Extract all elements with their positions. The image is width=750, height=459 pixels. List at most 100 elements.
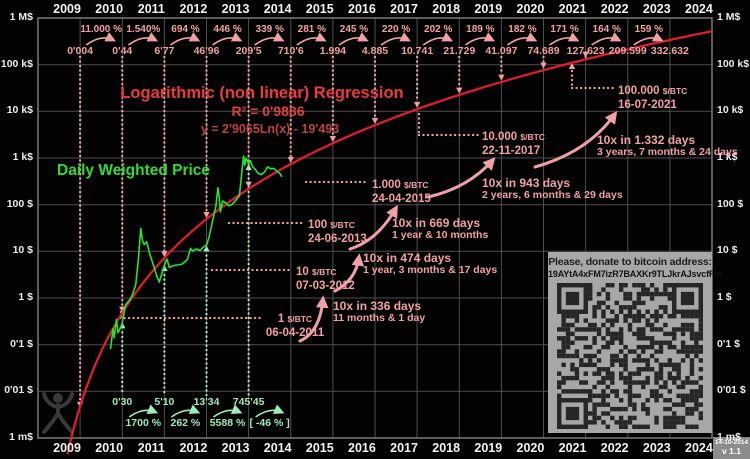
growth-pct-label: 1.540% bbox=[126, 24, 161, 35]
growth-pct-label: 202 % bbox=[424, 24, 453, 35]
y-axis-label-right: 1 $ bbox=[717, 291, 732, 303]
x-axis-year-top: 2014 bbox=[263, 2, 292, 16]
milestone-connectors bbox=[118, 63, 616, 321]
price-growth-pct: 5588 % bbox=[209, 417, 246, 429]
regression-year-value: 209'5 bbox=[235, 45, 262, 57]
price-year-value: 5'10 bbox=[154, 396, 175, 408]
x-axis-year-bottom: 2015 bbox=[305, 441, 334, 455]
y-axis-label-right: 100 k$ bbox=[717, 57, 750, 70]
regression-equation: y = 2'9065Ln(x) - 19'493 bbox=[200, 122, 340, 136]
x-axis-year-top: 2024 bbox=[685, 2, 713, 16]
growth-pct-label: 245 % bbox=[339, 24, 369, 35]
regression-year-value: 41.097 bbox=[485, 45, 518, 57]
growth-pct-label: 339 % bbox=[255, 24, 284, 35]
donation-message: Please, donate to bitcoin address: bbox=[548, 256, 712, 268]
price-curve bbox=[109, 155, 283, 350]
growth-pct-label: 182 % bbox=[508, 24, 537, 35]
x-axis-year-bottom: 2014 bbox=[263, 441, 292, 455]
x-axis-year-bottom: 2010 bbox=[95, 441, 124, 455]
x-axis-year-top: 2009 bbox=[53, 2, 81, 16]
tenx-arrows bbox=[298, 110, 618, 343]
y-axis-label-left: 1 $ bbox=[18, 291, 33, 303]
x-axis-year-bottom: 2019 bbox=[474, 441, 503, 455]
x-axis-year-bottom: 2020 bbox=[516, 441, 545, 455]
regression-year-value: 0'44 bbox=[112, 45, 133, 57]
donation-panel: Please, donate to bitcoin address: 19AYt… bbox=[548, 252, 723, 433]
y-axis-label-right: 100 $ bbox=[717, 197, 744, 210]
tenx-annotation: 10x in 669 days 1 year & 10 months bbox=[392, 216, 489, 241]
regression-year-value: 710'6 bbox=[277, 45, 304, 57]
tenx-annotation: 10x in 336 days 11 months & 1 day bbox=[333, 299, 426, 324]
x-axis-year-bottom: 2023 bbox=[642, 441, 671, 455]
y-axis-label-left: 0'1 $ bbox=[10, 337, 33, 350]
x-axis-year-bottom: 2009 bbox=[53, 441, 81, 455]
y-axis-label-right: 1 M$ bbox=[717, 11, 741, 23]
x-axis-year-top: 2011 bbox=[137, 2, 165, 16]
y-axis-label-left: 1 k$ bbox=[12, 151, 33, 163]
y-axis-label-right: 0'1 $ bbox=[717, 337, 740, 350]
y-axis-label-left: 100 k$ bbox=[0, 57, 33, 70]
price-growth-pct: 1700 % bbox=[125, 417, 162, 429]
x-axis-year-bottom: 2022 bbox=[600, 441, 629, 455]
x-axis-year-top: 2018 bbox=[432, 2, 461, 16]
regression-year-value: 46'96 bbox=[193, 45, 220, 57]
milestone-label: 100 $/BTC 24-06-2013 bbox=[308, 219, 367, 245]
price-year-value: 13'34 bbox=[193, 396, 220, 408]
version-date: 14-10-2014 bbox=[714, 439, 749, 446]
x-axis-year-top: 2019 bbox=[474, 2, 503, 16]
regression-year-value: 1.994 bbox=[319, 45, 347, 57]
x-axis-year-top: 2010 bbox=[95, 2, 124, 16]
x-axis-year-bottom: 2021 bbox=[558, 441, 587, 455]
y-axis-label-right: 10 k$ bbox=[717, 104, 744, 117]
qr-code bbox=[557, 283, 703, 429]
milestone-label: 10.000 $/BTC 22-11-2017 bbox=[482, 131, 545, 157]
growth-arcs bbox=[85, 32, 664, 418]
y-axis-label-left: 0'01 $ bbox=[4, 384, 33, 397]
y-axis-label-left: 1 m$ bbox=[9, 431, 33, 443]
milestone-label: 1 $/BTC 06-04-2011 bbox=[265, 313, 325, 339]
artist-logo bbox=[42, 392, 74, 434]
price-growth-pct: [ -46 % ] bbox=[249, 417, 290, 429]
y-axis-label-left: 10 $ bbox=[12, 244, 33, 257]
growth-pct-label: 164 % bbox=[592, 24, 621, 35]
x-axis-year-top: 2020 bbox=[516, 2, 545, 16]
price-year-value: 745'45 bbox=[232, 396, 265, 408]
x-axis-year-top: 2013 bbox=[221, 2, 250, 16]
regression-year-value: 21.729 bbox=[443, 45, 476, 57]
x-axis-year-top: 2016 bbox=[348, 2, 376, 16]
growth-pct-label: 281 % bbox=[297, 24, 326, 35]
growth-pct-label: 171 % bbox=[550, 24, 579, 35]
regression-year-value: 10.741 bbox=[401, 45, 434, 57]
version-box: 14-10-2014 v 1.1 bbox=[713, 437, 750, 459]
x-axis-year-top: 2015 bbox=[305, 2, 334, 16]
x-axis-year-top: 2023 bbox=[642, 2, 671, 16]
y-axis-label-right: 1 k$ bbox=[717, 151, 738, 163]
growth-pct-label: 694 % bbox=[171, 24, 200, 35]
growth-pct-label: 11.000 % bbox=[80, 24, 123, 35]
bitcoin-address: 19AYtA4xFM7izR7BAXKr9TLJkrAJsvcfFm bbox=[548, 269, 723, 279]
regression-year-value: 0'004 bbox=[67, 45, 94, 57]
regression-year-value: 127.623 bbox=[566, 45, 605, 57]
x-axis-year-bottom: 2012 bbox=[179, 441, 208, 455]
growth-pct-label: 446 % bbox=[213, 24, 242, 35]
milestone-label: 100.000 $/BTC 16-07-2021 bbox=[618, 85, 688, 111]
x-axis-year-bottom: 2013 bbox=[221, 441, 250, 455]
milestone-label: 1.000 $/BTC 24-04-2015 bbox=[372, 179, 431, 205]
regression-year-value: 74.689 bbox=[527, 45, 560, 57]
growth-pct-label: 159 % bbox=[634, 24, 663, 35]
x-axis-year-bottom: 2024 bbox=[685, 441, 713, 455]
milestone-label: 10 $/BTC 07-03-2012 bbox=[296, 266, 355, 292]
growth-pct-label: 220 % bbox=[381, 24, 411, 35]
r-squared-label: R² = 0'9886 bbox=[231, 103, 305, 119]
regression-year-value: 332.632 bbox=[650, 45, 689, 57]
y-axis-label-left: 10 k$ bbox=[6, 104, 33, 117]
x-axis-year-bottom: 2011 bbox=[137, 441, 165, 455]
x-axis-year-bottom: 2017 bbox=[390, 441, 418, 455]
price-series-label: Daily Weighted Price bbox=[57, 162, 211, 179]
regression-year-value: 4.885 bbox=[361, 45, 389, 57]
x-axis-year-bottom: 2016 bbox=[348, 441, 376, 455]
y-axis-label-right: 10 $ bbox=[717, 244, 738, 257]
y-axis-label-right: 1 m$ bbox=[717, 431, 741, 443]
x-axis-year-top: 2012 bbox=[179, 2, 208, 16]
